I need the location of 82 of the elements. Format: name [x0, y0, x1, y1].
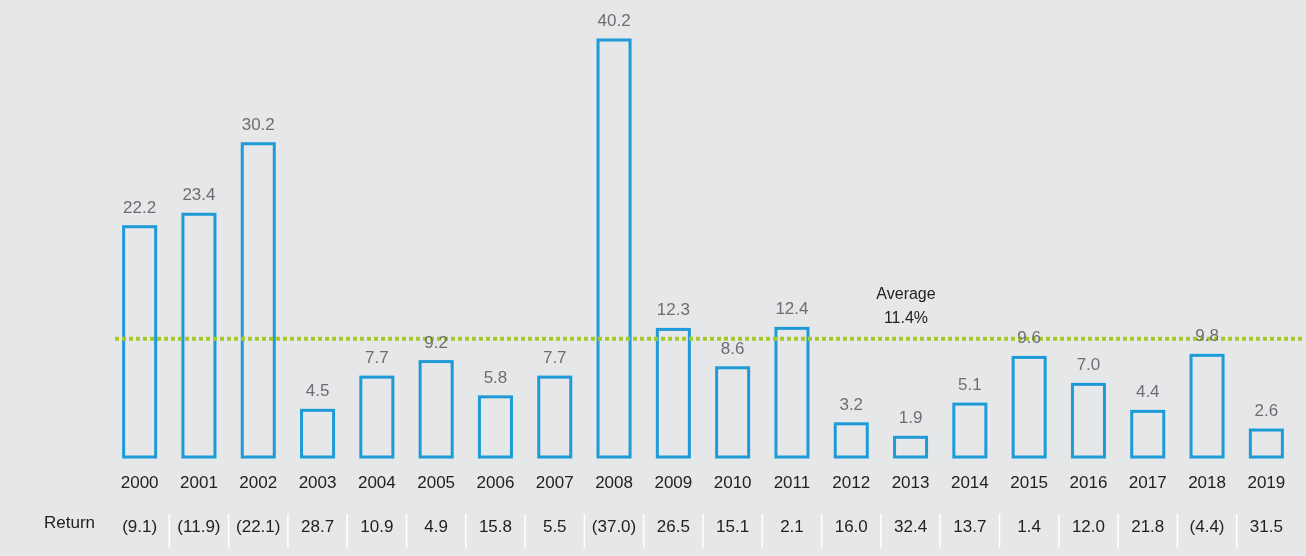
bar	[952, 402, 988, 459]
x-tick-label: 2003	[298, 473, 337, 492]
bar	[122, 225, 158, 459]
text: Return	[43, 513, 95, 532]
x-tick-label: 2011	[773, 473, 811, 492]
data-label: 5.8	[483, 367, 508, 387]
data-label: 12.4	[775, 299, 809, 319]
x-tick-label: 2000	[120, 473, 159, 492]
data-label: 3.2	[839, 394, 864, 414]
bar	[893, 435, 929, 459]
x-tick-label: 2006	[476, 473, 515, 492]
data-label: 9.2	[424, 332, 448, 352]
bar	[655, 327, 691, 459]
text: 12.0	[1071, 517, 1105, 536]
data-label: 40.2	[597, 11, 631, 30]
x-tick-label: 2009	[654, 473, 693, 492]
x-tick-label: 2007	[535, 473, 574, 492]
x-tick-label: 2012	[832, 473, 871, 492]
text: 31.5	[1249, 517, 1283, 536]
data-label: 22.2	[123, 197, 157, 217]
data-label: 8.6	[720, 338, 745, 358]
x-tick-label: 2008	[595, 473, 633, 492]
x-tick-label: 2018	[1188, 473, 1226, 492]
text: (22.1)	[236, 517, 281, 536]
x-tick-label: 2002	[239, 473, 278, 492]
bar	[1248, 428, 1284, 459]
x-tick-label: 2004	[357, 473, 396, 492]
text: 5.5	[542, 517, 567, 536]
x-tick-label: 2019	[1247, 473, 1286, 492]
text: 4.9	[424, 517, 448, 536]
text: (4.4)	[1189, 517, 1225, 536]
x-tick-label: 2015	[1010, 473, 1049, 492]
data-label: 7.7	[542, 348, 567, 368]
text: 32.4	[894, 517, 928, 536]
text: 2.1	[780, 517, 804, 536]
text: (37.0)	[591, 517, 637, 536]
data-label: 9.8	[1195, 326, 1219, 346]
data-label: 9.6	[1017, 328, 1041, 348]
data-label: 2.6	[1254, 401, 1279, 421]
bar	[1011, 355, 1047, 459]
bar	[596, 38, 632, 459]
data-label: 1.9	[898, 408, 923, 428]
bar	[1070, 382, 1106, 459]
x-tick-label: 2010	[713, 473, 752, 492]
text: (9.1)	[122, 517, 158, 536]
bar	[715, 366, 751, 459]
bar	[181, 212, 217, 459]
bar	[240, 142, 276, 459]
bar	[1130, 409, 1166, 459]
data-label: 30.2	[241, 114, 275, 134]
bar	[774, 326, 810, 459]
data-label: 23.4	[182, 185, 216, 205]
data-label: 12.3	[656, 300, 690, 320]
text: 10.9	[360, 517, 394, 536]
data-label: 4.4	[1135, 382, 1160, 402]
bar	[537, 375, 573, 459]
text: 28.7	[301, 517, 335, 536]
text: 21.8	[1131, 517, 1165, 536]
text: 15.8	[478, 517, 512, 536]
bar	[418, 360, 454, 459]
text: 1.4	[1017, 517, 1041, 536]
data-label: 7.7	[365, 348, 389, 368]
x-tick-label: 2013	[891, 473, 930, 492]
data-label: 5.1	[958, 375, 982, 395]
x-tick-label: 2005	[417, 473, 456, 492]
x-tick-label: 2017	[1128, 473, 1167, 492]
data-label: 4.5	[305, 381, 330, 401]
bar	[300, 408, 336, 459]
ref-line-label: Average 11.4%	[876, 284, 936, 326]
text: (11.9)	[177, 517, 221, 536]
x-tick-label: 2016	[1069, 473, 1108, 492]
bar	[359, 375, 395, 459]
data-label: 7.0	[1076, 355, 1101, 375]
x-tick-label: 2001	[180, 473, 218, 492]
bar	[477, 395, 513, 459]
bar	[833, 422, 869, 459]
text: 16.0	[834, 517, 868, 536]
text: 13.7	[953, 517, 987, 536]
x-tick-label: 2014	[950, 473, 989, 492]
text: 15.1	[716, 517, 750, 536]
bar	[1189, 353, 1225, 459]
text: 26.5	[656, 517, 690, 536]
